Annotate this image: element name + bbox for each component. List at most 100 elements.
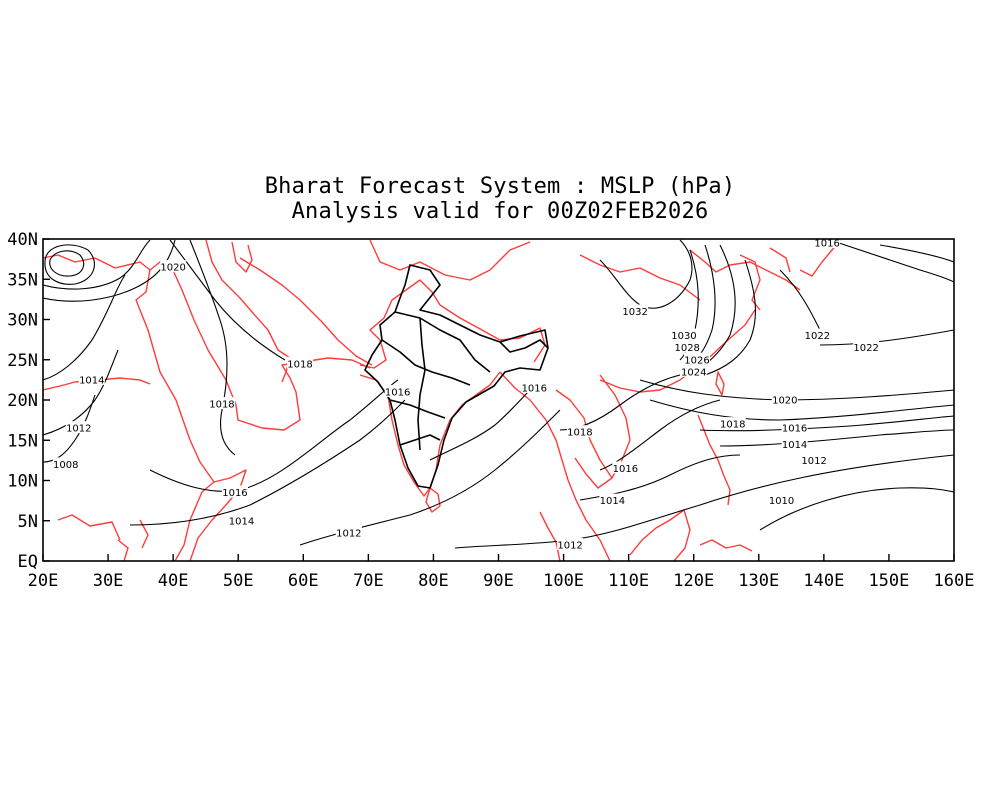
x-tick-label: 160E	[934, 571, 975, 591]
isobar-low-med-2	[44, 244, 95, 285]
isobar-label: 1028	[674, 343, 699, 354]
isobar-label-bg	[622, 304, 649, 317]
isobar-label: 1014	[600, 496, 625, 507]
x-tick-label: 30E	[93, 571, 124, 591]
y-tick-label: EQ	[18, 552, 38, 572]
isobar-label-bg	[814, 239, 841, 249]
isobar-label: 1014	[229, 516, 254, 527]
isobar-label: 1022	[853, 343, 878, 354]
coastline-iran	[239, 257, 373, 366]
isobar-label: 1016	[814, 239, 839, 250]
isobar-label: 1020	[160, 263, 185, 274]
x-tick-label: 100E	[543, 571, 584, 591]
y-tick-label: 25N	[7, 351, 38, 371]
india-internal-1	[394, 311, 491, 373]
isobar-1014-sea	[579, 454, 741, 501]
isobar-label-bg	[674, 340, 701, 353]
isobar-label: 1022	[805, 331, 830, 342]
coastline-caspian	[231, 241, 253, 273]
isobar-1014-w	[129, 399, 406, 526]
coastline-burma	[499, 371, 587, 521]
isobar-label-bg	[65, 421, 92, 434]
isobar-label: 1012	[801, 456, 826, 467]
x-tick-label: 90E	[483, 571, 514, 591]
india-internal-5	[417, 317, 426, 451]
isobar-label-bg	[670, 328, 697, 341]
isobar-label: 1016	[385, 387, 410, 398]
x-axis: 20E 30E 40E 50E 60E 70E 80E 90E 100E 110E 120E 130E…	[28, 554, 975, 591]
isobar-1012-sea	[454, 454, 954, 549]
map-title: Bharat Forecast System : MSLP (hPa) Anal…	[0, 174, 1000, 224]
y-tick-label: 5N	[18, 512, 38, 532]
y-tick-label: 30N	[7, 311, 38, 331]
isobar-label-bg	[781, 421, 808, 434]
y-tick-label: 10N	[7, 472, 38, 492]
x-tick-label: 120E	[673, 571, 714, 591]
isobar-label-bg	[221, 485, 248, 498]
plot-frame	[42, 238, 955, 562]
isobar-1010	[759, 487, 954, 531]
coastline-sulawesi	[699, 539, 753, 552]
x-tick-label: 80E	[418, 571, 449, 591]
isobar-1016-sea	[599, 399, 721, 471]
coastline-sri-lanka	[425, 487, 441, 513]
isobar-label: 1014	[782, 440, 807, 451]
india-northeast	[499, 339, 549, 353]
isobar-1012	[43, 349, 119, 436]
y-tick-label: 35N	[7, 270, 38, 290]
isobar-label-bg	[719, 417, 746, 430]
isobar-1012-s	[299, 409, 561, 546]
isobar-label: 1018	[567, 428, 592, 439]
isobar-1018-e	[649, 399, 954, 421]
coastline-china-east	[689, 249, 801, 291]
y-tick-label: 40N	[7, 230, 38, 250]
x-tick-label: 130E	[738, 571, 779, 591]
coastline-borneo	[629, 509, 691, 561]
isobar-label: 1018	[209, 400, 234, 411]
isobar-label: 1008	[53, 460, 78, 471]
isobar-label: 1018	[720, 420, 745, 431]
coastline-lakes	[117, 519, 149, 561]
isobar-label: 1024	[681, 367, 706, 378]
isobar-label: 1018	[287, 359, 312, 370]
isobar-label-bg	[52, 457, 79, 470]
india-internal-4	[399, 434, 441, 446]
isobar-label: 1014	[79, 375, 104, 386]
india-internal-2	[381, 339, 471, 386]
india-outline	[364, 264, 549, 489]
x-tick-label: 140E	[803, 571, 844, 591]
isobar-1022-b	[819, 329, 954, 346]
isobar-label-bg	[768, 493, 795, 506]
isobar-label-bg	[566, 425, 593, 438]
isobar-1016-bob	[429, 389, 531, 461]
isobar-1018-sea	[559, 374, 681, 431]
coastline-mediterranean	[43, 254, 215, 561]
isobar-label: 1030	[671, 331, 696, 342]
isobar-1016-w	[149, 379, 399, 492]
isobar-label-bg	[781, 437, 808, 450]
coastline-thailand	[555, 389, 613, 489]
isobar-label-bg	[208, 397, 235, 410]
isobar-1014-e	[719, 429, 954, 447]
coastline-persian-gulf	[205, 239, 291, 383]
coastline-malaya	[539, 511, 611, 561]
isobars	[43, 239, 954, 549]
isobar-label-bg	[384, 384, 411, 397]
isobar-low-med-1	[49, 250, 85, 277]
isobar-label-bg	[287, 356, 314, 369]
isobar-1026	[699, 244, 736, 369]
isobar-labels: 1020 1014 1012 1008 1018 1018 1016 1014 1012 1016…	[52, 239, 880, 551]
x-tick-label: 20E	[28, 571, 59, 591]
isobar-label-bg	[680, 364, 707, 377]
isobar-1024	[704, 259, 756, 376]
isobar-label-bg	[335, 525, 362, 538]
coastline-interior-china	[369, 239, 531, 281]
isobar-low-med-4	[43, 239, 176, 302]
isobar-label: 1012	[336, 528, 361, 539]
y-axis: EQ 5N 10N 15N 20N 25N 30N 35N 40N	[7, 230, 50, 572]
coastline-interior-asia	[579, 254, 701, 301]
isobar-label-bg	[599, 493, 626, 506]
isobar-label: 1016	[782, 424, 807, 435]
isobar-ne-2	[879, 244, 954, 263]
isobar-label: 1016	[222, 488, 247, 499]
